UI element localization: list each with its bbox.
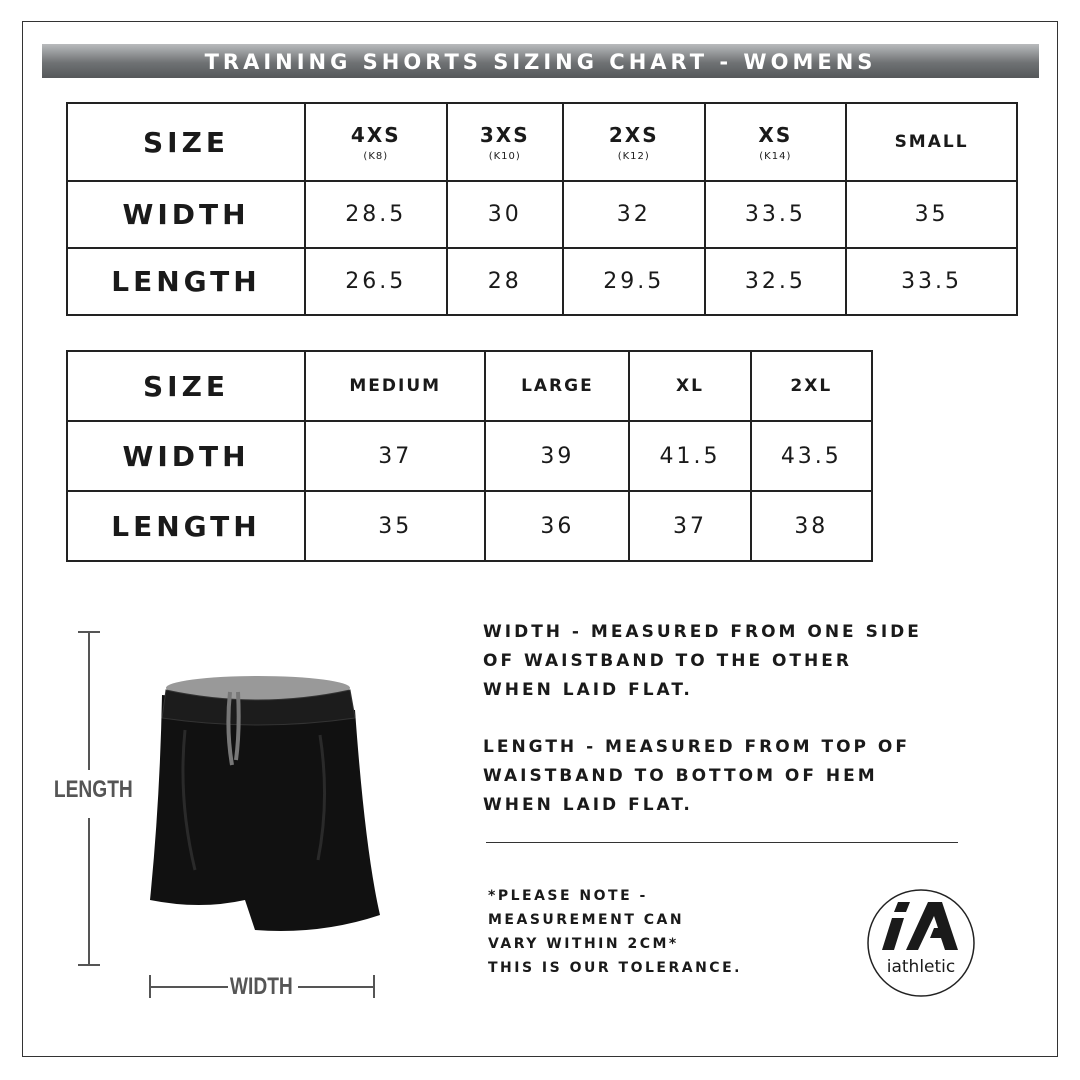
row-label: LENGTH xyxy=(66,247,306,316)
width-dimension-line xyxy=(149,975,375,998)
value-cell: 41.5 xyxy=(628,420,752,492)
value-cell: 26.5 xyxy=(304,247,448,316)
size-cell: 3XS (K10) xyxy=(445,101,564,183)
value-cell: 37 xyxy=(628,490,752,562)
size-cell: SMALL xyxy=(845,101,1018,183)
table-row: WIDTH 28.5 30 32 33.5 35 xyxy=(66,180,1018,250)
shorts-diagram xyxy=(78,631,380,998)
size-cell: XL xyxy=(628,350,752,422)
table-row: SIZE MEDIUM LARGE XL 2XL xyxy=(66,350,874,422)
value-cell: 32.5 xyxy=(703,247,848,316)
size-cell: 2XS (K12) xyxy=(561,101,706,183)
value-cell: 29.5 xyxy=(561,247,706,316)
length-dimension-line xyxy=(78,631,100,966)
size-table-1: SIZE 4XS (K8) 3XS (K10) 2XS (K12) XS (K14) S… xyxy=(66,101,1018,316)
row-label: WIDTH xyxy=(66,420,306,492)
size-header: SIZE xyxy=(66,101,306,183)
row-label: WIDTH xyxy=(66,180,306,250)
divider xyxy=(486,842,958,843)
value-cell: 32 xyxy=(561,180,706,250)
value-cell: 33.5 xyxy=(703,180,848,250)
table-row: LENGTH 35 36 37 38 xyxy=(66,490,874,562)
value-cell: 28.5 xyxy=(304,180,448,250)
size-cell: MEDIUM xyxy=(303,350,487,422)
length-description: LENGTH - MEASURED FROM TOP OF WAISTBAND T… xyxy=(483,737,910,815)
value-cell: 39 xyxy=(484,420,631,492)
size-cell: 4XS (K8) xyxy=(304,101,448,183)
svg-text:iathletic: iathletic xyxy=(887,957,956,977)
value-cell: 43.5 xyxy=(749,420,874,492)
value-cell: 33.5 xyxy=(845,247,1018,316)
value-cell: 36 xyxy=(484,490,631,562)
size-cell: 2XL xyxy=(749,350,874,422)
row-label: LENGTH xyxy=(66,490,306,562)
size-table-2: SIZE MEDIUM LARGE XL 2XL WIDTH 37 39 41.… xyxy=(66,350,874,562)
value-cell: 28 xyxy=(445,247,564,316)
table-row: WIDTH 37 39 41.5 43.5 xyxy=(66,420,874,492)
shorts-icon xyxy=(150,676,380,931)
value-cell: 35 xyxy=(845,180,1018,250)
value-cell: 30 xyxy=(445,180,564,250)
value-cell: 35 xyxy=(303,490,487,562)
iathletic-logo: iathletic xyxy=(867,889,975,997)
value-cell: 38 xyxy=(749,490,874,562)
width-label: WIDTH xyxy=(229,973,293,1000)
width-description: WIDTH - MEASURED FROM ONE SIDE OF WAISTBA… xyxy=(483,622,922,700)
size-cell: LARGE xyxy=(484,350,631,422)
page-frame xyxy=(22,21,1058,1057)
tolerance-note: *PLEASE NOTE - MEASUREMENT CAN VARY WITHIN… xyxy=(488,888,742,976)
size-cell: XS (K14) xyxy=(703,101,848,183)
value-cell: 37 xyxy=(303,420,487,492)
length-label: LENGTH xyxy=(53,776,133,803)
table-row: SIZE 4XS (K8) 3XS (K10) 2XS (K12) XS (K14) S… xyxy=(66,101,1018,183)
chart-title: TRAINING SHORTS SIZING CHART - WOMENS xyxy=(42,44,1039,78)
size-header: SIZE xyxy=(66,350,306,422)
table-row: LENGTH 26.5 28 29.5 32.5 33.5 xyxy=(66,247,1018,316)
